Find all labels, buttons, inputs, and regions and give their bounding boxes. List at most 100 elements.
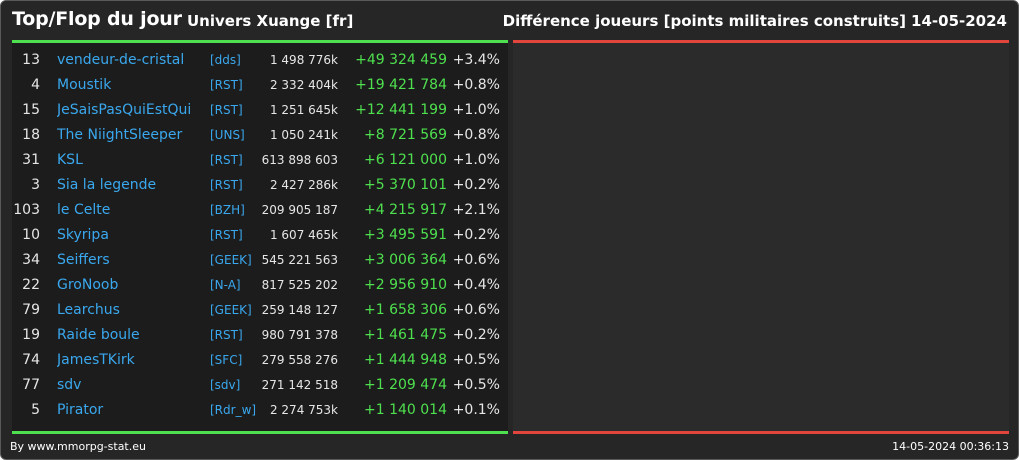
alliance-tag-link[interactable]: [dds] bbox=[210, 53, 241, 67]
player-name-link[interactable]: sdv bbox=[57, 377, 82, 393]
alliance-tag-link[interactable]: [Rdr_w] bbox=[210, 403, 257, 417]
percent-change: +1.0% bbox=[452, 152, 500, 168]
points-difference: +12 441 199 bbox=[355, 102, 447, 118]
alliance-tag-link[interactable]: [BZH] bbox=[210, 203, 245, 217]
percent-change: +0.8% bbox=[452, 77, 500, 93]
bottom-divider-red bbox=[513, 431, 1009, 434]
player-name-link[interactable]: Learchus bbox=[57, 302, 120, 318]
alliance-tag-link[interactable]: [RST] bbox=[210, 178, 243, 192]
player-rank: 74 bbox=[22, 352, 40, 368]
player-points: 271 142 518 bbox=[261, 378, 338, 392]
player-name-link[interactable]: Raide boule bbox=[57, 327, 140, 343]
player-rank: 18 bbox=[22, 127, 40, 143]
percent-change: +1.0% bbox=[452, 102, 500, 118]
alliance-tag-link[interactable]: [RST] bbox=[210, 78, 243, 92]
table-row: 4 Moustik [RST] 2 332 404k +19 421 784 +0.8% bbox=[12, 73, 508, 98]
player-rank: 31 bbox=[22, 152, 40, 168]
player-points: 1 050 241k bbox=[269, 128, 338, 142]
table-row: 18 The NiightSleeper [UNS] 1 050 241k +8 721… bbox=[12, 123, 508, 148]
points-difference: +1 209 474 bbox=[364, 377, 447, 393]
player-rank: 103 bbox=[13, 202, 40, 218]
table-row: 31 KSL [RST] 613 898 603 +6 121 000 +1.0% bbox=[12, 148, 508, 173]
footer-credit: By www.mmorpg-stat.eu bbox=[10, 440, 146, 453]
alliance-tag-link[interactable]: [UNS] bbox=[210, 128, 245, 142]
player-name-link[interactable]: Moustik bbox=[57, 77, 112, 93]
percent-change: +0.2% bbox=[452, 177, 500, 193]
points-difference: +5 370 101 bbox=[364, 177, 447, 193]
table-row: 103 le Celte [BZH] 209 905 187 +4 215 917 +2.… bbox=[12, 198, 508, 223]
table-row: 34 Seiffers [GEEK] 545 221 563 +3 006 364 +0.… bbox=[12, 248, 508, 273]
player-points: 980 791 378 bbox=[261, 328, 338, 342]
table-row: 22 GroNoob [N-A] 817 525 202 +2 956 910 +0.4% bbox=[12, 273, 508, 298]
player-rank: 3 bbox=[31, 177, 40, 193]
points-difference: +1 658 306 bbox=[364, 302, 447, 318]
player-points: 1 251 645k bbox=[269, 103, 338, 117]
player-name-link[interactable]: Skyripa bbox=[57, 227, 109, 243]
player-name-link[interactable]: JeSaisPasQuiEstQui bbox=[57, 102, 192, 118]
player-rank: 10 bbox=[22, 227, 40, 243]
alliance-tag-link[interactable]: [RST] bbox=[210, 228, 243, 242]
alliance-tag-link[interactable]: [SFC] bbox=[210, 353, 243, 367]
bottom-divider-green bbox=[12, 431, 508, 434]
alliance-tag-link[interactable]: [RST] bbox=[210, 103, 243, 117]
player-points: 613 898 603 bbox=[261, 153, 338, 167]
table-row: 77 sdv [sdv] 271 142 518 +1 209 474 +0.5% bbox=[12, 373, 508, 398]
flop-panel bbox=[513, 43, 1009, 431]
player-points: 259 148 127 bbox=[261, 303, 338, 317]
top-divider-red bbox=[513, 40, 1009, 43]
player-points: 2 274 753k bbox=[269, 403, 338, 417]
player-name-link[interactable]: KSL bbox=[57, 152, 83, 168]
player-points: 279 558 276 bbox=[261, 353, 338, 367]
percent-change: +2.1% bbox=[452, 202, 500, 218]
points-difference: +6 121 000 bbox=[364, 152, 447, 168]
points-difference: +49 324 459 bbox=[355, 52, 447, 68]
player-name-link[interactable]: JamesTKirk bbox=[57, 352, 135, 368]
metric-label: Différence joueurs [points militaires co… bbox=[502, 12, 906, 30]
table-row: 5 Pirator [Rdr_w] 2 274 753k +1 140 014 +0.1% bbox=[12, 398, 508, 423]
player-name-link[interactable]: Seiffers bbox=[57, 252, 110, 268]
player-name-link[interactable]: vendeur-de-cristal bbox=[57, 52, 185, 68]
player-rank: 19 bbox=[22, 327, 40, 343]
player-rank: 4 bbox=[31, 77, 40, 93]
percent-change: +0.4% bbox=[452, 277, 500, 293]
points-difference: +19 421 784 bbox=[355, 77, 447, 93]
player-rank: 79 bbox=[22, 302, 40, 318]
player-points: 209 905 187 bbox=[261, 203, 338, 217]
alliance-tag-link[interactable]: [GEEK] bbox=[210, 253, 252, 267]
header-date: 14-05-2024 bbox=[911, 12, 1007, 30]
player-name-link[interactable]: le Celte bbox=[57, 202, 111, 218]
alliance-tag-link[interactable]: [RST] bbox=[210, 153, 243, 167]
table-row: 15 JeSaisPasQuiEstQui [RST] 1 251 645k +12 4… bbox=[12, 98, 508, 123]
alliance-tag-link[interactable]: [GEEK] bbox=[210, 303, 252, 317]
universe-label: Univers Xuange [fr] bbox=[187, 12, 354, 30]
player-rank: 77 bbox=[22, 377, 40, 393]
table-row: 19 Raide boule [RST] 980 791 378 +1 461 475 +… bbox=[12, 323, 508, 348]
player-points: 817 525 202 bbox=[261, 278, 338, 292]
percent-change: +0.6% bbox=[452, 252, 500, 268]
points-difference: +3 006 364 bbox=[364, 252, 447, 268]
points-difference: +3 495 591 bbox=[364, 227, 447, 243]
player-points: 1 607 465k bbox=[269, 228, 338, 242]
header: Top/Flop du jour Univers Xuange [fr] Dif… bbox=[1, 1, 1018, 41]
player-points: 545 221 563 bbox=[261, 253, 338, 267]
alliance-tag-link[interactable]: [N-A] bbox=[210, 278, 241, 292]
table-row: 3 Sia la legende [RST] 2 427 286k +5 370 101… bbox=[12, 173, 508, 198]
alliance-tag-link[interactable]: [sdv] bbox=[210, 378, 241, 392]
points-difference: +8 721 569 bbox=[364, 127, 447, 143]
player-name-link[interactable]: Sia la legende bbox=[57, 177, 157, 193]
player-name-link[interactable]: Pirator bbox=[57, 402, 104, 418]
percent-change: +0.5% bbox=[452, 377, 500, 393]
player-name-link[interactable]: GroNoob bbox=[57, 277, 119, 293]
points-difference: +4 215 917 bbox=[364, 202, 447, 218]
points-difference: +1 461 475 bbox=[364, 327, 447, 343]
player-rank: 15 bbox=[22, 102, 40, 118]
percent-change: +0.5% bbox=[452, 352, 500, 368]
footer-timestamp: 14-05-2024 00:36:13 bbox=[892, 440, 1009, 453]
percent-change: +0.8% bbox=[452, 127, 500, 143]
percent-change: +3.4% bbox=[452, 52, 500, 68]
player-points: 2 427 286k bbox=[269, 178, 338, 192]
player-name-link[interactable]: The NiightSleeper bbox=[57, 127, 183, 143]
table-row: 13 vendeur-de-cristal [dds] 1 498 776k +49 3… bbox=[12, 48, 508, 73]
alliance-tag-link[interactable]: [RST] bbox=[210, 328, 243, 342]
